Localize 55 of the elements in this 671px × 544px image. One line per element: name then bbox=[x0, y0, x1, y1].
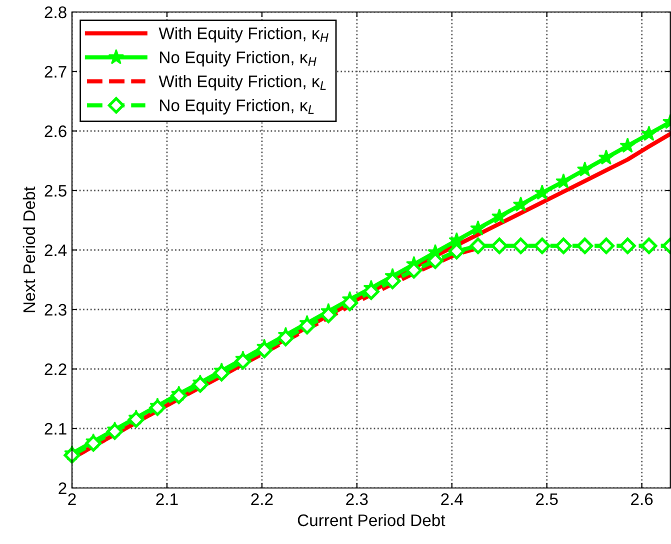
point bbox=[491, 238, 508, 254]
point bbox=[192, 376, 208, 393]
point bbox=[576, 161, 593, 177]
point bbox=[576, 238, 594, 254]
x-tick-label: 2.2 bbox=[251, 493, 273, 505]
x-axis-title: Current Period Debt bbox=[298, 514, 446, 526]
x-tick-label: 2 bbox=[68, 493, 76, 505]
point bbox=[491, 208, 508, 224]
point bbox=[598, 238, 614, 254]
x-tick-label: 2.5 bbox=[536, 493, 558, 506]
x-tick-label: 2.4 bbox=[441, 493, 463, 505]
legend-label: No Equity Friction, κ$_{L}$ bbox=[160, 99, 314, 115]
point bbox=[512, 196, 529, 212]
point bbox=[170, 388, 188, 404]
x-tick-label: 2.6 bbox=[631, 493, 653, 506]
y-tick-label: 2.2 bbox=[44, 363, 66, 376]
point bbox=[598, 149, 614, 165]
point bbox=[256, 342, 273, 358]
y-axis-title: Next Period Debt bbox=[22, 186, 36, 312]
point bbox=[556, 173, 572, 188]
y-tick-label: 2.1 bbox=[44, 422, 66, 435]
y-tick-label: 2 bbox=[58, 482, 66, 494]
legend-label: With Equity Friction, κ$_{H}$ bbox=[158, 27, 328, 43]
point bbox=[448, 242, 465, 260]
point bbox=[640, 238, 658, 254]
point bbox=[534, 238, 550, 254]
point bbox=[555, 238, 572, 254]
point bbox=[362, 283, 380, 300]
point bbox=[106, 423, 123, 440]
y-tick-label: 2.3 bbox=[44, 304, 66, 316]
point bbox=[470, 238, 486, 254]
point bbox=[298, 318, 316, 334]
point bbox=[342, 294, 358, 312]
point bbox=[470, 220, 486, 236]
y-tick-label: 2.5 bbox=[44, 184, 66, 197]
y-tick-label: 2.7 bbox=[44, 66, 66, 78]
point bbox=[534, 184, 550, 200]
point bbox=[277, 330, 294, 346]
point bbox=[149, 399, 166, 416]
point bbox=[128, 411, 144, 428]
point bbox=[619, 238, 636, 254]
y-tick-label: 2.8 bbox=[44, 6, 66, 18]
point bbox=[234, 353, 252, 370]
y-tick-label: 2.6 bbox=[44, 125, 66, 138]
point bbox=[320, 306, 337, 324]
legend-label: With Equity Friction, κ$_{L}$ bbox=[158, 75, 326, 91]
point bbox=[620, 138, 636, 153]
point bbox=[641, 126, 657, 141]
y-tick-label: 2.4 bbox=[44, 244, 67, 256]
x-tick-label: 2.1 bbox=[156, 493, 178, 505]
point bbox=[512, 238, 530, 254]
point bbox=[85, 435, 102, 452]
x-tick-label: 2.3 bbox=[346, 493, 368, 506]
legend-label: No Equity Friction, κ$_{H}$ bbox=[160, 51, 316, 67]
point bbox=[213, 364, 230, 382]
